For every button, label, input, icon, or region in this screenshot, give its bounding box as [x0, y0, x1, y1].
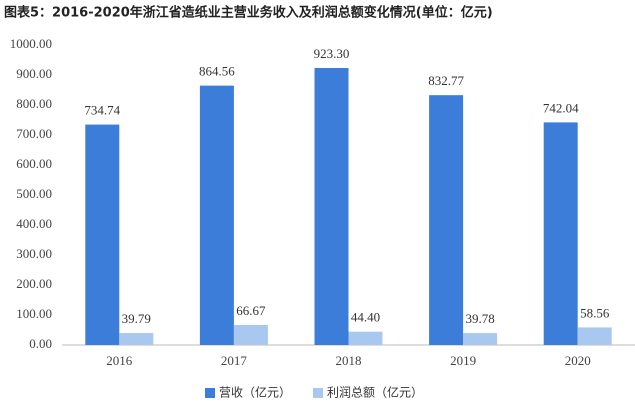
x-tick-label: 2018 — [336, 353, 362, 368]
value-label: 832.77 — [428, 73, 464, 88]
legend-label: 营收（亿元） — [219, 385, 291, 400]
value-label: 39.79 — [122, 311, 151, 326]
value-label: 44.40 — [351, 310, 380, 325]
bar — [463, 333, 498, 345]
y-tick-label: 100.00 — [16, 306, 52, 321]
bar — [348, 331, 383, 345]
value-label: 734.74 — [84, 103, 120, 118]
bar — [314, 68, 349, 345]
y-tick-label: 600.00 — [16, 156, 52, 171]
bar — [85, 124, 120, 345]
bar — [429, 95, 464, 345]
y-tick-label: 0.00 — [29, 336, 52, 351]
chart-title: 图表5：2016-2020年浙江省造纸业主营业务收入及利润总额变化情况(单位：亿… — [4, 5, 493, 21]
x-tick-label: 2020 — [565, 353, 591, 368]
x-tick-label: 2017 — [221, 353, 248, 368]
value-label: 742.04 — [543, 100, 579, 115]
value-label: 39.78 — [465, 311, 494, 326]
value-label: 864.56 — [199, 64, 235, 79]
y-tick-label: 900.00 — [16, 66, 52, 81]
x-tick-label: 2019 — [450, 353, 476, 368]
bar — [199, 85, 234, 345]
legend-swatch — [205, 388, 215, 398]
y-tick-label: 200.00 — [16, 276, 52, 291]
y-tick-label: 500.00 — [16, 186, 52, 201]
bar — [577, 327, 612, 345]
y-tick-label: 400.00 — [16, 216, 52, 231]
y-tick-label: 1000.00 — [10, 36, 52, 51]
y-tick-label: 300.00 — [16, 246, 52, 261]
legend-swatch — [313, 388, 324, 398]
y-tick-label: 800.00 — [16, 96, 52, 111]
bar — [543, 122, 578, 345]
value-label: 923.30 — [314, 46, 350, 61]
x-tick-label: 2016 — [106, 353, 133, 368]
value-label: 66.67 — [236, 303, 266, 318]
bar — [233, 324, 268, 345]
y-tick-label: 700.00 — [16, 126, 52, 141]
legend-label: 利润总额（亿元） — [327, 385, 423, 400]
bar — [119, 333, 154, 345]
value-label: 58.56 — [580, 305, 610, 320]
